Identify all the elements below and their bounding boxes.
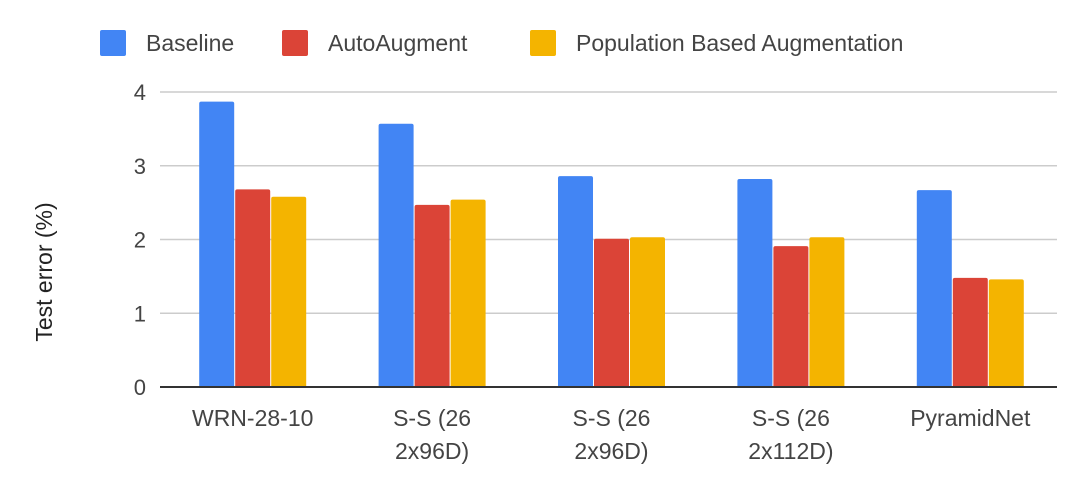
x-tick-label: S-S (26 bbox=[393, 405, 471, 431]
x-tick-label: 2x112D) bbox=[748, 438, 833, 464]
x-tick-label: WRN-28-10 bbox=[192, 405, 313, 431]
bar-baseline bbox=[558, 176, 593, 387]
y-tick-label: 1 bbox=[134, 301, 146, 326]
bar-autoaugment bbox=[235, 189, 271, 387]
bar-baseline bbox=[378, 123, 414, 388]
bar-autoaugment bbox=[414, 204, 450, 387]
bar-population-based-augmentation bbox=[630, 237, 665, 387]
bar-autoaugment bbox=[952, 277, 988, 387]
y-tick-label: 2 bbox=[134, 228, 146, 253]
y-axis-ticks: 0 1 2 3 4 bbox=[134, 80, 146, 400]
bar-population-based-augmentation bbox=[450, 199, 486, 387]
legend-swatch-baseline bbox=[100, 30, 126, 56]
bars bbox=[199, 101, 1024, 388]
bar-baseline bbox=[199, 101, 235, 388]
bar-population-based-augmentation bbox=[988, 279, 1024, 387]
bar-autoaugment bbox=[594, 238, 629, 387]
legend-swatch-autoaugment bbox=[282, 30, 308, 56]
x-tick-label: S-S (26 bbox=[573, 405, 651, 431]
x-tick-label: 2x96D) bbox=[574, 438, 648, 464]
legend-label-autoaugment: AutoAugment bbox=[328, 30, 468, 56]
legend: Baseline AutoAugment Population Based Augm… bbox=[100, 30, 903, 56]
bar-autoaugment bbox=[773, 246, 809, 387]
legend-label-population-based-augmentation: Population Based Augmentation bbox=[576, 30, 903, 56]
legend-label-baseline: Baseline bbox=[146, 30, 234, 56]
x-tick-label: PyramidNet bbox=[910, 405, 1031, 431]
bar-population-based-augmentation bbox=[809, 237, 845, 387]
legend-swatch-population-based-augmentation bbox=[530, 30, 556, 56]
x-tick-label: S-S (26 bbox=[752, 405, 830, 431]
y-tick-label: 4 bbox=[134, 80, 146, 105]
x-axis-labels: WRN-28-10 S-S (26 2x96D) S-S (26 2x96D) S-S (… bbox=[192, 405, 1031, 464]
bar-baseline bbox=[737, 179, 773, 387]
y-axis-title: Test error (%) bbox=[31, 202, 57, 341]
bar-baseline bbox=[916, 190, 952, 387]
bar-population-based-augmentation bbox=[271, 196, 307, 387]
y-tick-label: 3 bbox=[134, 154, 146, 179]
y-tick-label: 0 bbox=[134, 375, 146, 400]
x-tick-label: 2x96D) bbox=[395, 438, 469, 464]
